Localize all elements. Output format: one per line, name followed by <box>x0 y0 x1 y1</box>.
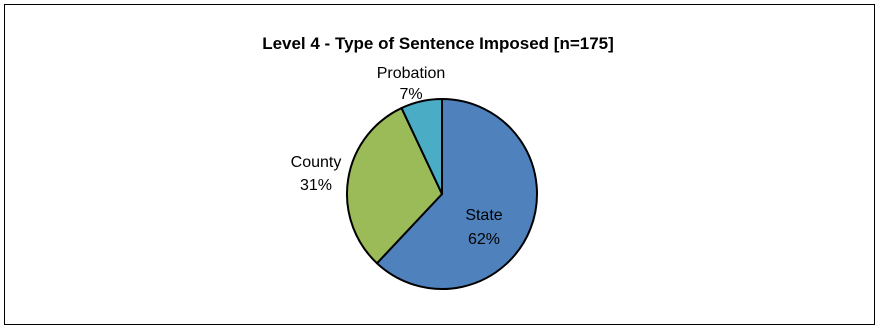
slice-label-state: State <box>465 207 502 224</box>
pie-slice-probation <box>400 98 443 195</box>
slice-percent-probation: 7% <box>399 86 422 103</box>
pie-slices <box>346 98 538 290</box>
pie-labels: State 62% County 31% Probation 7% <box>291 65 503 248</box>
pie-slice-state <box>375 98 538 290</box>
pie-slice-county <box>346 107 443 265</box>
slice-label-probation: Probation <box>377 65 446 82</box>
chart-title: Level 4 - Type of Sentence Imposed [n=17… <box>262 34 614 53</box>
slice-percent-state: 62% <box>468 231 500 248</box>
slice-percent-county: 31% <box>300 177 332 194</box>
slice-label-county: County <box>291 154 342 171</box>
